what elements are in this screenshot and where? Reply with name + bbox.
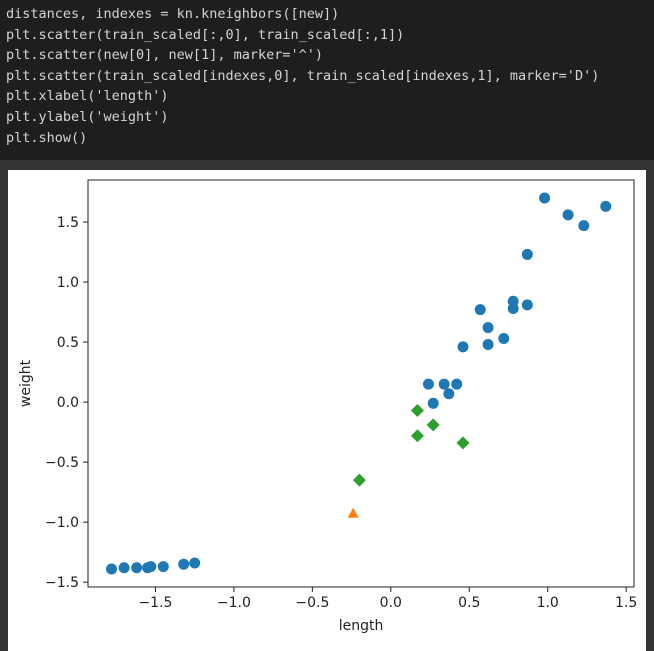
point — [426, 418, 440, 432]
point — [118, 562, 130, 574]
point — [178, 558, 190, 570]
point — [131, 562, 143, 574]
y-tick-label: −0.5 — [45, 455, 79, 471]
point — [600, 200, 612, 212]
y-tick-label: 1.5 — [57, 215, 79, 231]
code-line: plt.show() — [6, 129, 88, 146]
code-line: plt.xlabel('length') — [6, 88, 169, 105]
point — [521, 299, 533, 311]
x-tick-label: 0.0 — [380, 595, 402, 611]
point — [457, 341, 469, 353]
point — [422, 378, 434, 390]
code-line: plt.ylabel('weight') — [6, 108, 169, 125]
point — [157, 561, 169, 573]
point — [106, 563, 118, 575]
code-line: plt.scatter(train_scaled[:,0], train_sca… — [6, 26, 405, 43]
point — [438, 378, 450, 390]
point — [443, 388, 455, 400]
x-tick-label: −1.0 — [217, 595, 251, 611]
point — [578, 220, 590, 232]
point — [474, 304, 486, 316]
x-tick-label: 0.5 — [458, 595, 480, 611]
point — [410, 404, 424, 418]
point — [482, 338, 494, 350]
point — [521, 248, 533, 260]
point — [410, 429, 424, 443]
code-line: plt.scatter(train_scaled[indexes,0], tra… — [6, 67, 600, 84]
code-line: plt.scatter(new[0], new[1], marker='^') — [6, 47, 323, 64]
code-line: distances, indexes = kn.kneighbors([new]… — [6, 6, 340, 22]
x-tick-label: −1.5 — [138, 595, 172, 611]
point — [507, 302, 519, 314]
x-tick-label: 1.5 — [615, 595, 637, 611]
axes-frame — [87, 179, 635, 588]
point — [427, 397, 439, 409]
chart: −1.5 −1.0 −0.5 0.0 0.5 1.0 1.5 −1.5 −1.0 −0.5 0.0 0… — [8, 170, 646, 651]
point — [347, 507, 359, 518]
point — [189, 557, 201, 569]
point — [456, 436, 470, 450]
y-tick-label: −1.0 — [45, 515, 79, 531]
x-tick-label: 1.0 — [537, 595, 559, 611]
y-tick-label: −1.5 — [45, 575, 79, 591]
x-tick-label: −0.5 — [295, 595, 329, 611]
point — [451, 378, 463, 390]
y-tick-label: 0.5 — [57, 335, 79, 351]
y-tick-label: 0.0 — [57, 395, 79, 411]
y-axis-label: weight — [18, 359, 34, 407]
point — [352, 473, 366, 487]
x-axis-label: length — [339, 618, 384, 634]
point — [539, 192, 551, 204]
point — [145, 561, 157, 573]
point — [498, 332, 510, 344]
point — [562, 209, 574, 221]
y-tick-label: 1.0 — [57, 275, 79, 291]
code-cell: distances, indexes = kn.kneighbors([new]… — [0, 0, 654, 160]
point — [482, 322, 494, 334]
